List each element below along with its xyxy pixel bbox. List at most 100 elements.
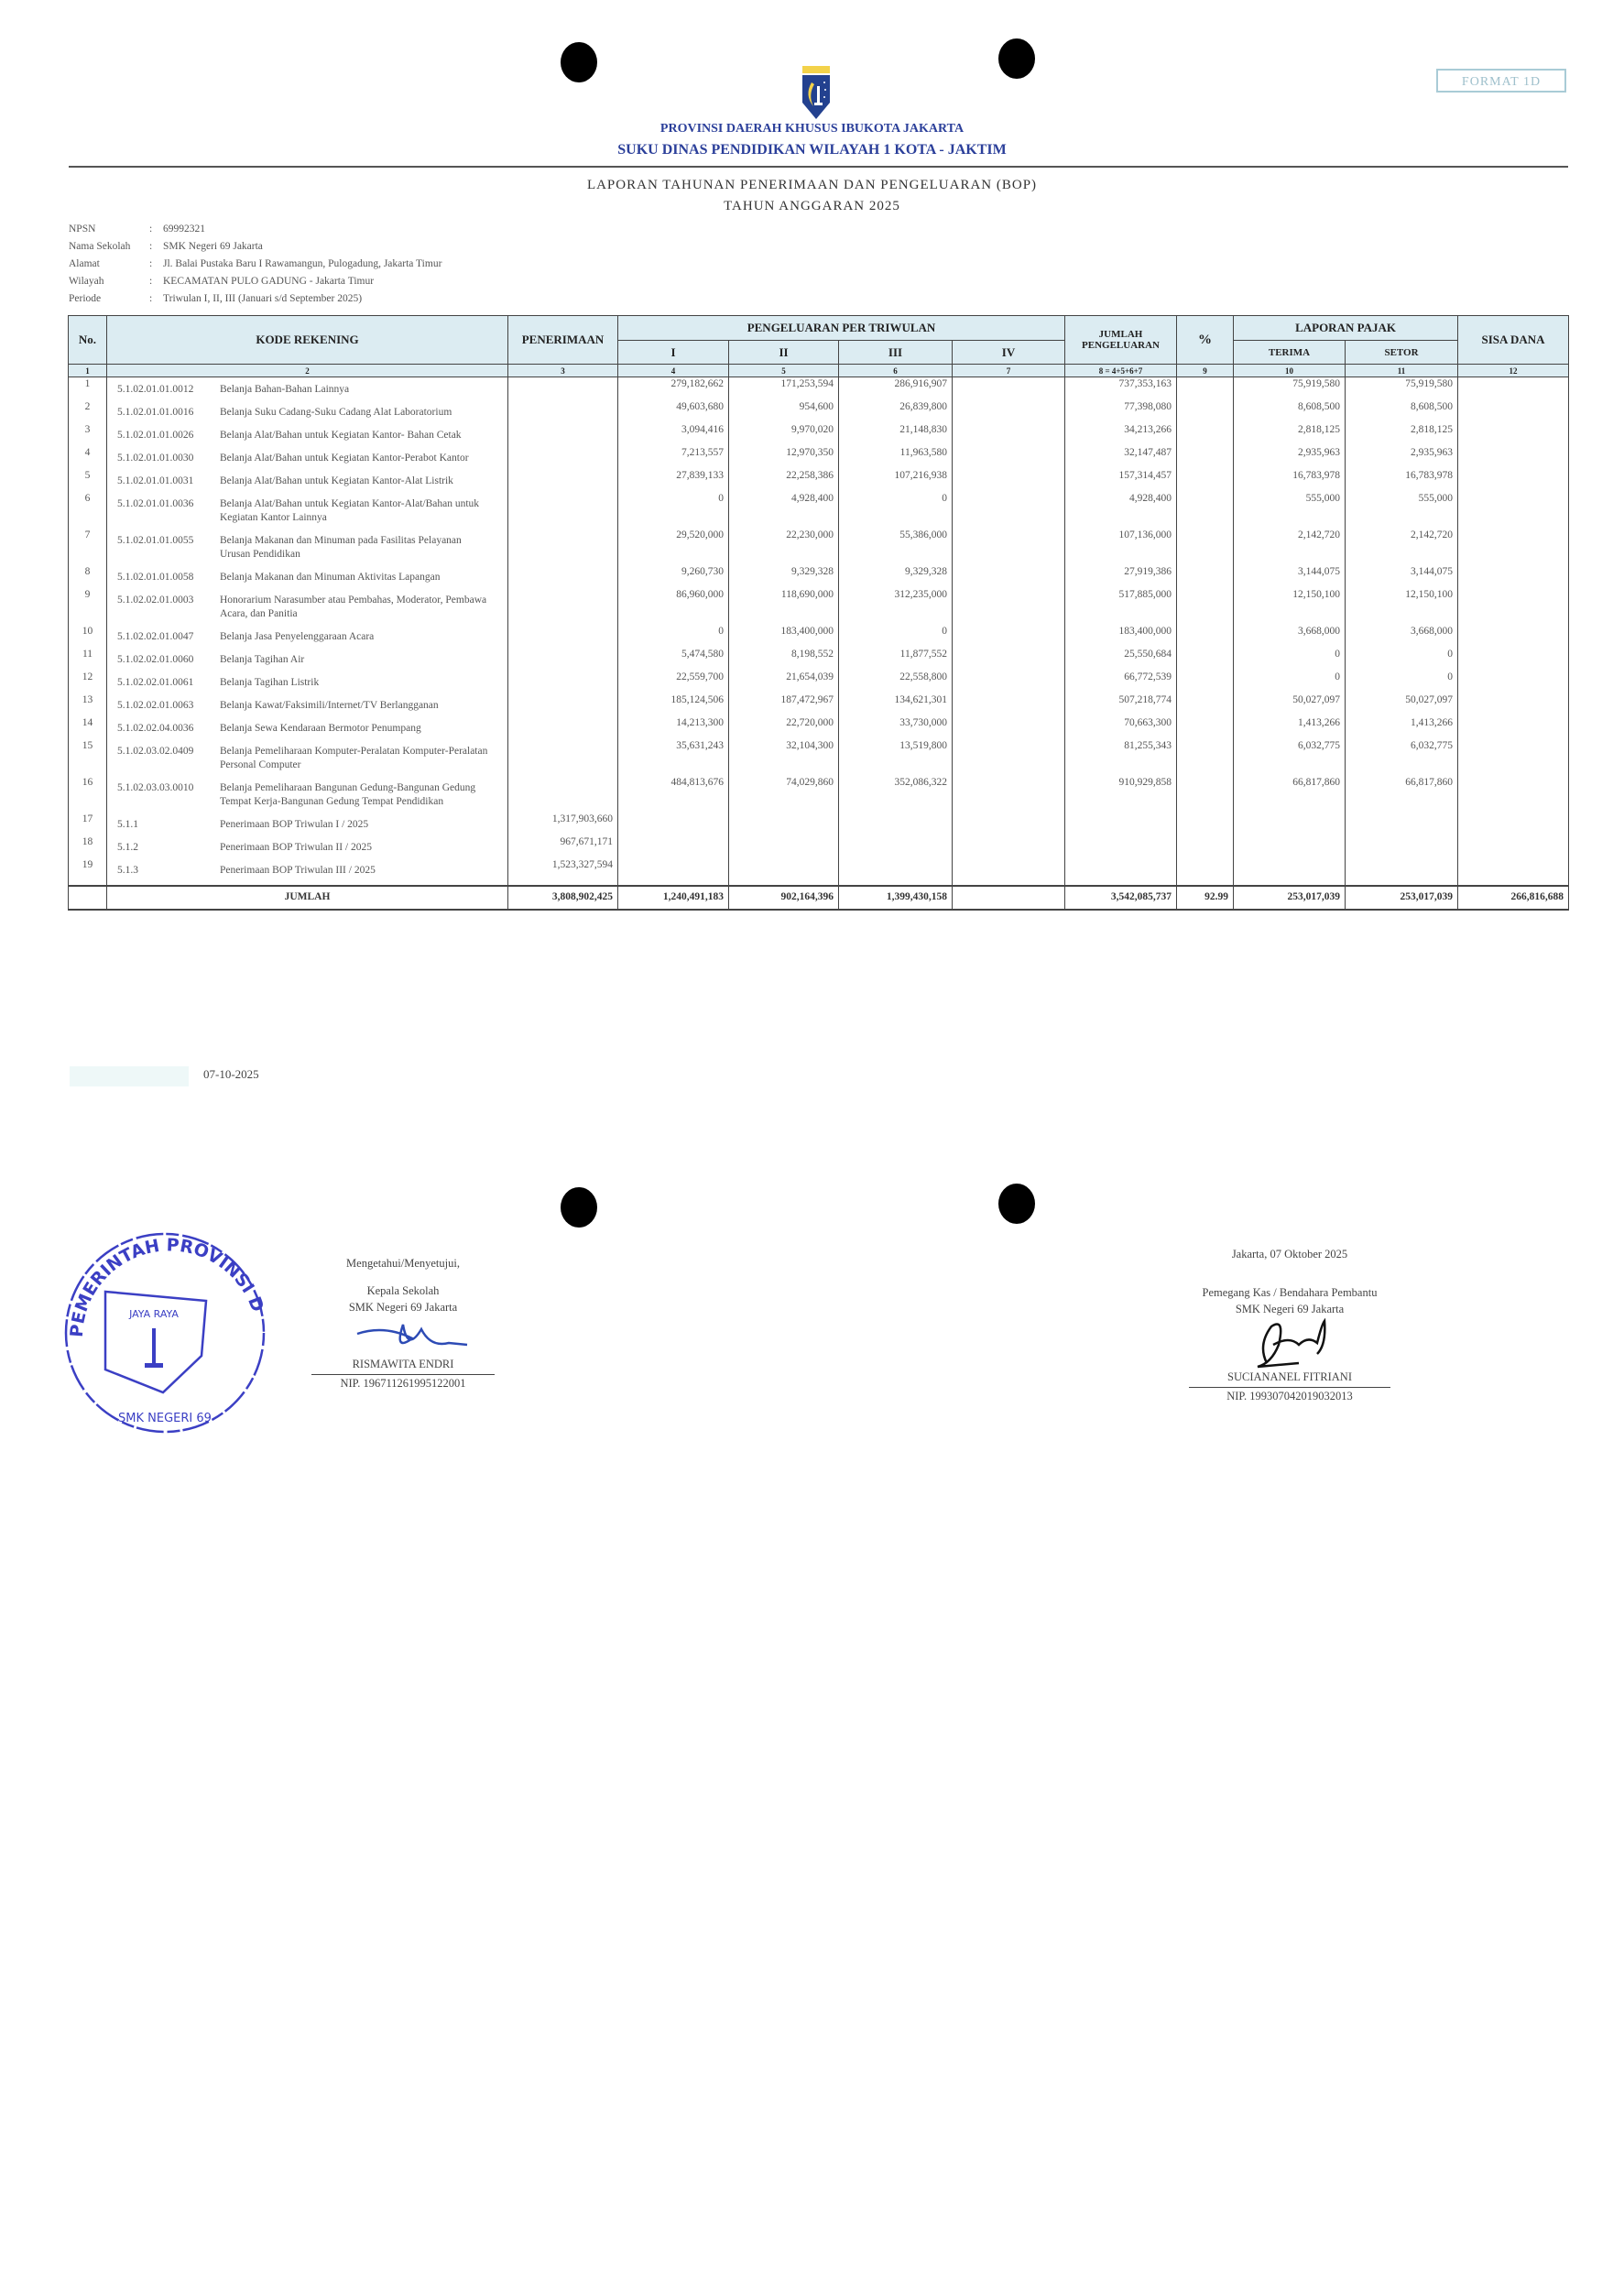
column-number: 3	[507, 364, 618, 377]
cell-q1	[617, 858, 729, 881]
kode-rekening: 5.1.02.02.04.0036 Belanja Sewa Kendaraan …	[106, 716, 508, 739]
kode-rekening: 5.1.02.03.02.0409 Belanja Pemeliharaan Ko…	[106, 739, 508, 776]
total-penerimaan: 3,808,902,425	[507, 885, 618, 911]
cell-q4	[952, 776, 1065, 813]
cell-penerimaan	[507, 776, 618, 813]
cell-q4	[952, 739, 1065, 776]
cell-terima	[1233, 835, 1346, 858]
account-code: 5.1.2	[117, 842, 138, 853]
cell-q4	[952, 813, 1065, 835]
col-header-kode: KODE REKENING	[106, 315, 508, 365]
row-no: 12	[68, 671, 107, 693]
cell-sisa	[1457, 739, 1570, 776]
account-description: Belanja Suku Cadang-Suku Cadang Alat Lab…	[220, 407, 452, 418]
cell-setor: 2,935,963	[1344, 446, 1459, 469]
col-header-pengeluaran: PENGELUARAN PER TRIWULAN	[617, 315, 1065, 341]
treasurer-nip: NIP. 199307042019032013	[1226, 1390, 1353, 1402]
account-code: 5.1.3	[117, 865, 138, 876]
col-header-no: No.	[68, 315, 107, 365]
cell-q4	[952, 529, 1065, 565]
cell-terima: 75,919,580	[1233, 377, 1346, 400]
cell-setor	[1344, 813, 1459, 835]
principal-school: SMK Negeri 69 Jakarta	[348, 1301, 458, 1314]
table-row: 4 5.1.02.01.01.0030 Belanja Alat/Bahan unt…	[68, 446, 1570, 469]
cell-jumlah	[1064, 858, 1177, 881]
total-q2: 902,164,396	[728, 885, 839, 911]
cell-sisa	[1457, 858, 1570, 881]
cell-penerimaan	[507, 400, 618, 423]
cell-penerimaan: 1,317,903,660	[507, 813, 618, 835]
kode-rekening: 5.1.02.01.01.0026 Belanja Alat/Bahan untu…	[106, 423, 508, 446]
cell-jumlah: 737,353,163	[1064, 377, 1177, 400]
cell-q3: 13,519,800	[838, 739, 953, 776]
cell-q1: 49,603,680	[617, 400, 729, 423]
account-code: 5.1.02.01.01.0012	[117, 384, 194, 395]
table-row: 5 5.1.02.01.01.0031 Belanja Alat/Bahan unt…	[68, 469, 1570, 492]
column-number: 6	[838, 364, 953, 377]
table-row: 1 5.1.02.01.01.0012 Belanja Bahan-Bahan La…	[68, 377, 1570, 400]
stamp-bottom-text: SMK NEGERI 69	[118, 1412, 212, 1425]
account-description: Belanja Tagihan Listrik	[220, 677, 320, 688]
cell-q1	[617, 813, 729, 835]
cell-q1: 279,182,662	[617, 377, 729, 400]
cell-setor: 1,413,266	[1344, 716, 1459, 739]
total-terima: 253,017,039	[1233, 885, 1346, 911]
account-description: Belanja Pemeliharaan Komputer-Peralatan …	[220, 746, 488, 770]
cell-terima: 3,144,075	[1233, 565, 1346, 588]
sign-place-date: Jakarta, 07 Oktober 2025	[1231, 1248, 1348, 1261]
cell-q2	[728, 858, 839, 881]
account-description: Penerimaan BOP Triwulan II / 2025	[220, 842, 372, 853]
cell-q4	[952, 671, 1065, 693]
cell-pct	[1176, 835, 1234, 858]
info-npsn: NPSN:69992321	[69, 224, 205, 235]
cell-sisa	[1457, 565, 1570, 588]
cell-q3: 9,329,328	[838, 565, 953, 588]
cell-jumlah: 66,772,539	[1064, 671, 1177, 693]
cell-q1: 0	[617, 492, 729, 529]
cell-terima: 6,032,775	[1233, 739, 1346, 776]
account-code: 5.1.02.01.01.0026	[117, 430, 194, 441]
cell-sisa	[1457, 835, 1570, 858]
account-code: 5.1.02.03.02.0409	[117, 746, 194, 757]
cell-terima: 555,000	[1233, 492, 1346, 529]
account-description: Belanja Makanan dan Minuman pada Fasilit…	[220, 535, 462, 560]
cell-terima: 66,817,860	[1233, 776, 1346, 813]
cell-setor: 0	[1344, 671, 1459, 693]
cell-jumlah	[1064, 835, 1177, 858]
cell-q2	[728, 813, 839, 835]
principal-title: Kepala Sekolah	[366, 1284, 440, 1297]
cell-pct	[1176, 446, 1234, 469]
scan-smudge	[70, 1066, 189, 1086]
col-header-sisa: SISA DANA	[1457, 315, 1570, 365]
col-header-q2: II	[728, 340, 839, 365]
col-header-percent: %	[1176, 315, 1234, 365]
account-description: Belanja Tagihan Air	[220, 654, 305, 665]
cell-q2: 32,104,300	[728, 739, 839, 776]
punch-hole	[561, 1187, 597, 1228]
cell-setor: 6,032,775	[1344, 739, 1459, 776]
cell-jumlah: 77,398,080	[1064, 400, 1177, 423]
cell-pct	[1176, 400, 1234, 423]
cell-penerimaan	[507, 588, 618, 625]
total-sisa: 266,816,688	[1457, 885, 1570, 911]
row-no: 13	[68, 693, 107, 716]
cell-sisa	[1457, 469, 1570, 492]
cell-terima: 8,608,500	[1233, 400, 1346, 423]
column-number: 12	[1457, 364, 1570, 377]
cell-jumlah: 507,218,774	[1064, 693, 1177, 716]
account-code: 5.1.02.01.01.0055	[117, 535, 194, 546]
account-description: Belanja Kawat/Faksimili/Internet/TV Berl…	[220, 700, 439, 711]
col-header-q3: III	[838, 340, 953, 365]
cell-sisa	[1457, 716, 1570, 739]
cell-q4	[952, 858, 1065, 881]
cell-sisa	[1457, 776, 1570, 813]
cell-q3: 26,839,800	[838, 400, 953, 423]
cell-sisa	[1457, 693, 1570, 716]
account-description: Belanja Makanan dan Minuman Aktivitas La…	[220, 572, 441, 583]
cell-q2: 8,198,552	[728, 648, 839, 671]
cell-penerimaan	[507, 446, 618, 469]
cell-q4	[952, 648, 1065, 671]
cell-q1: 14,213,300	[617, 716, 729, 739]
row-no: 2	[68, 400, 107, 423]
